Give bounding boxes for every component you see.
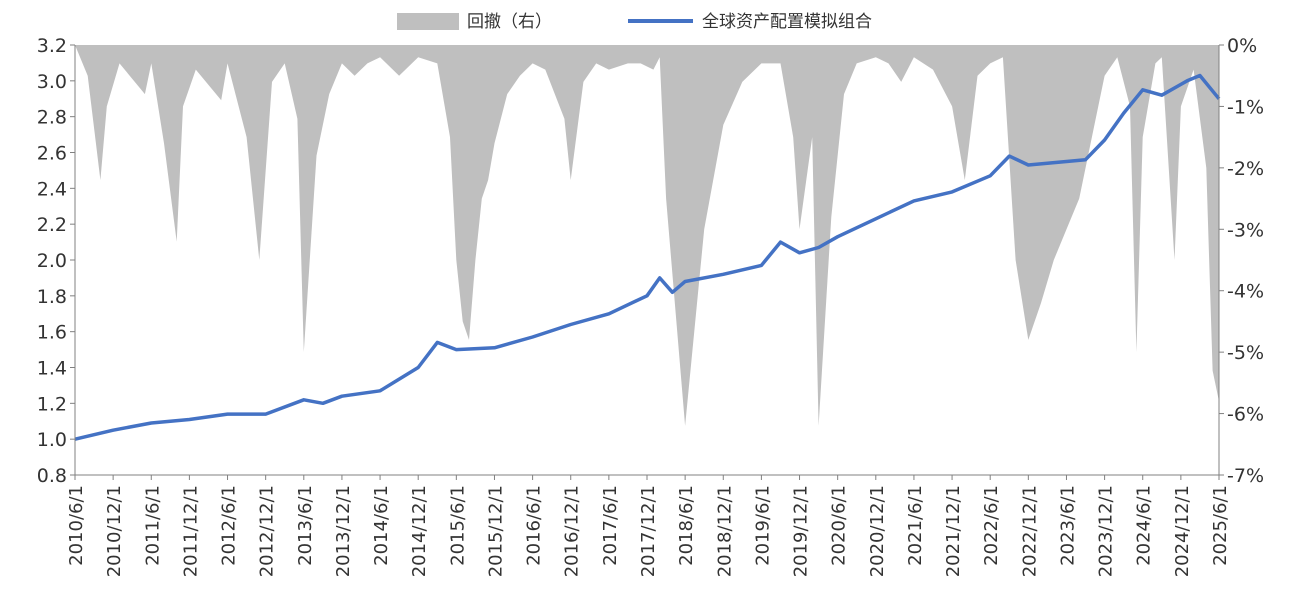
x-tick-label: 2020/12/1 [867,485,888,577]
y-left-tick-label: 2.0 [37,250,67,272]
x-tick-label: 2016/6/1 [524,485,545,566]
portfolio-line [74,73,1221,441]
x-tick-label: 2017/6/1 [600,485,621,566]
y-left-tick-label: 1.8 [37,286,67,308]
x-tick-label: 2018/12/1 [714,485,735,577]
y-right-tick-label: -3% [1227,219,1264,241]
y-right-tick-label: -1% [1227,96,1264,118]
legend-label-drawdown: 回撤（右） [467,12,552,32]
x-tick-label: 2021/6/1 [905,485,926,566]
portfolio-line-layer [74,73,1221,441]
y-left-tick-label: 1.6 [37,322,67,344]
y-right-tick-label: -2% [1227,158,1264,180]
y-left-tick-label: 2.6 [37,143,67,165]
x-tick-label: 2019/12/1 [791,485,812,577]
x-tick-label: 2010/12/1 [104,485,125,577]
x-tick-label: 2020/6/1 [829,485,850,566]
y-left-tick-label: 3.2 [37,35,67,57]
x-tick-label: 2012/6/1 [219,485,240,566]
x-tick-label: 2013/12/1 [333,485,354,577]
drawdown-area [75,45,1219,426]
y-right-tick-label: -7% [1227,465,1264,487]
x-tick-label: 2016/12/1 [562,485,583,577]
axes-layer: 3.2 3.0 2.8 2.6 2.4 2.2 2.0 1.8 1.6 1.4 1.2 1.0 0.8 0… [37,35,1264,577]
y-left-tick-label: 1.2 [37,393,67,415]
legend-label-portfolio: 全球资产配置模拟组合 [702,12,872,32]
x-tick-label: 2015/6/1 [447,485,468,566]
x-tick-label: 2025/6/1 [1210,485,1231,566]
x-tick-label: 2013/6/1 [295,485,316,566]
x-tick-label: 2024/12/1 [1172,485,1193,577]
x-tick-label: 2022/12/1 [1019,485,1040,577]
x-tick-label: 2014/12/1 [409,485,430,577]
legend: 回撤（右） 全球资产配置模拟组合 [397,12,872,32]
y-left-tick-label: 3.0 [37,71,67,93]
x-tick-label: 2018/6/1 [676,485,697,566]
x-tick-label: 2014/6/1 [371,485,392,566]
x-tick-label: 2010/6/1 [66,485,87,566]
x-tick-label: 2024/6/1 [1134,485,1155,566]
x-tick-label: 2011/6/1 [142,485,163,566]
y-right-tick-label: -5% [1227,342,1264,364]
y-left-tick-label: 0.8 [37,465,67,487]
x-tick-label: 2017/12/1 [638,485,659,577]
y-right-tick-label: -6% [1227,404,1264,426]
x-tick-label: 2022/6/1 [981,485,1002,566]
y-right-tick-label: -4% [1227,281,1264,303]
x-tick-label: 2023/12/1 [1096,485,1117,577]
y-left-tick-label: 2.4 [37,178,67,200]
x-tick-label: 2021/12/1 [943,485,964,577]
drawdown-layer [75,45,1219,426]
x-tick-label: 2023/6/1 [1057,485,1078,566]
x-tick-label: 2011/12/1 [180,485,201,577]
x-tick-label: 2019/6/1 [752,485,773,566]
y-right-tick-label: 0% [1227,35,1257,57]
y-left-tick-label: 2.8 [37,107,67,129]
y-left-tick-label: 1.0 [37,429,67,451]
y-left-tick-label: 2.2 [37,214,67,236]
x-tick-label: 2015/12/1 [485,485,506,577]
y-left-tick-label: 1.4 [37,358,67,380]
legend-swatch-drawdown [397,13,459,30]
x-tick-label: 2012/12/1 [257,485,278,577]
